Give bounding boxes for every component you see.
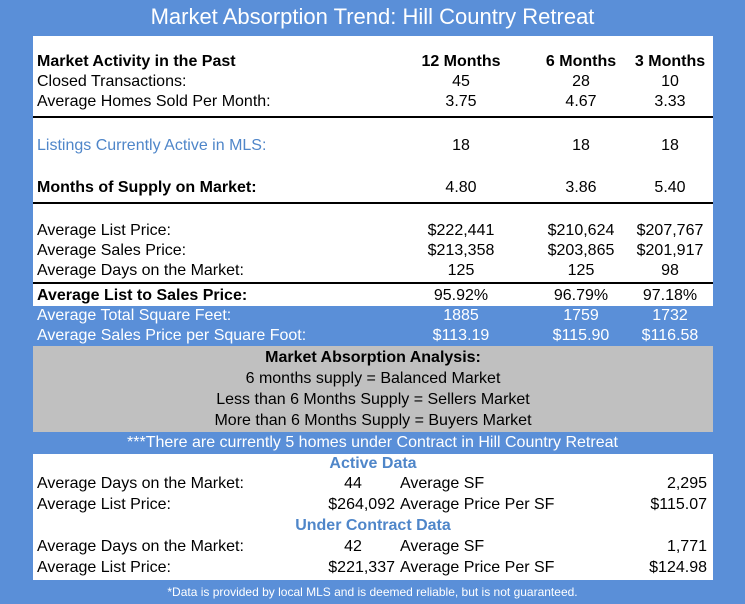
active-data-title: Active Data — [329, 455, 417, 472]
active-contract-panel: Active Data Average Days on the Market: … — [33, 454, 713, 580]
sqft-12: 1885 — [443, 307, 479, 324]
active-dom-label: Average Days on the Market: — [37, 475, 244, 492]
closed-12: 45 — [452, 73, 470, 90]
listings-3: 18 — [661, 137, 679, 154]
under-contract-title: Under Contract Data — [295, 517, 451, 534]
header-label: Market Activity in the Past — [37, 53, 236, 70]
active-row-2: Average List Price: $264,092 Average Pri… — [33, 495, 713, 515]
supply-label: Months of Supply on Market: — [37, 179, 257, 196]
analysis-title: Market Absorption Analysis: — [265, 349, 481, 366]
avg-sold-12: 3.75 — [445, 93, 477, 110]
contract-list-value: $221,337 — [328, 559, 395, 576]
market-activity-panel: Market Activity in the Past 12 Months 6 … — [33, 36, 713, 286]
sales-price-6: $203,865 — [547, 242, 615, 259]
analysis-line-3: More than 6 Months Supply = Buyers Marke… — [214, 412, 532, 429]
analysis-line-1: 6 months supply = Balanced Market — [245, 370, 501, 387]
list-to-sales-label: Average List to Sales Price: — [37, 287, 248, 304]
active-list-value: $264,092 — [328, 496, 395, 513]
active-ppsf-label: Average Price Per SF — [400, 496, 555, 513]
sales-price-3: $201,917 — [636, 242, 704, 259]
list-price-label: Average List Price: — [37, 222, 171, 239]
price-sqft-6: $115.90 — [552, 327, 610, 344]
price-sqft-label: Average Sales Price per Square Foot: — [37, 327, 307, 344]
absorption-analysis-box: Market Absorption Analysis: 6 months sup… — [33, 346, 713, 432]
sqft-6: 1759 — [563, 307, 599, 324]
avg-sqft-row: Average Total Square Feet: 1885 1759 173… — [33, 306, 713, 326]
active-sf-value: 2,295 — [666, 475, 707, 492]
supply-12: 4.80 — [445, 179, 477, 196]
disclaimer-footer: *Data is provided by local MLS and is de… — [167, 585, 578, 599]
contract-sf-value: 1,771 — [666, 538, 707, 555]
avg-sales-price-row: Average Sales Price: $213,358 $203,865 $… — [33, 241, 713, 261]
list-to-sales-3: 97.18% — [642, 287, 698, 304]
contract-ppsf-label: Average Price Per SF — [400, 559, 555, 576]
list-price-12: $222,441 — [427, 222, 495, 239]
active-dom-value: 44 — [344, 475, 362, 492]
divider — [33, 116, 713, 118]
closed-6: 28 — [572, 73, 590, 90]
contract-row-2: Average List Price: $221,337 Average Pri… — [33, 558, 713, 578]
sales-price-12: $213,358 — [427, 242, 495, 259]
report-title: Market Absorption Trend: Hill Country Re… — [150, 4, 595, 29]
sqft-3: 1732 — [652, 307, 688, 324]
dom-label: Average Days on the Market: — [37, 262, 244, 279]
avg-homes-sold-row: Average Homes Sold Per Month: 3.75 4.67 … — [33, 92, 713, 112]
list-to-sales-12: 95.92% — [433, 287, 489, 304]
avg-list-price-row: Average List Price: $222,441 $210,624 $2… — [33, 221, 713, 241]
contract-dom-value: 42 — [344, 538, 362, 555]
closed-transactions-row: Closed Transactions: 45 28 10 — [33, 72, 713, 92]
list-to-sales-panel: Average List to Sales Price: 95.92% 96.7… — [33, 286, 713, 306]
active-row-1: Average Days on the Market: 44 Average S… — [33, 474, 713, 494]
active-list-label: Average List Price: — [37, 496, 171, 513]
divider — [33, 282, 713, 284]
supply-3: 5.40 — [654, 179, 686, 196]
list-price-3: $207,767 — [636, 222, 704, 239]
dom-6: 125 — [567, 262, 595, 279]
price-sqft-12: $113.19 — [432, 327, 490, 344]
list-to-sales-row: Average List to Sales Price: 95.92% 96.7… — [33, 286, 713, 306]
contract-note: ***There are currently 5 homes under Con… — [127, 434, 618, 451]
list-price-6: $210,624 — [547, 222, 615, 239]
avg-sold-3: 3.33 — [654, 93, 686, 110]
contract-ppsf-value: $124.98 — [649, 559, 707, 576]
header-row: Market Activity in the Past 12 Months 6 … — [33, 52, 713, 72]
dom-12: 125 — [447, 262, 475, 279]
list-to-sales-6: 96.79% — [553, 287, 609, 304]
closed-3: 10 — [661, 73, 679, 90]
closed-label: Closed Transactions: — [37, 73, 187, 90]
analysis-line-2: Less than 6 Months Supply = Sellers Mark… — [216, 391, 530, 408]
sqft-label: Average Total Square Feet: — [37, 307, 232, 324]
divider — [33, 202, 713, 204]
active-ppsf-value: $115.07 — [650, 496, 707, 513]
contract-list-label: Average List Price: — [37, 559, 171, 576]
listings-label: Listings Currently Active in MLS: — [37, 137, 267, 154]
price-sqft-3: $116.58 — [641, 327, 699, 344]
dom-3: 98 — [661, 262, 679, 279]
header-3-months: 3 Months — [634, 53, 706, 70]
listings-12: 18 — [452, 137, 470, 154]
contract-sf-label: Average SF — [400, 538, 485, 555]
months-supply-row: Months of Supply on Market: 4.80 3.86 5.… — [33, 178, 713, 198]
header-6-months: 6 Months — [545, 53, 617, 70]
avg-days-market-row: Average Days on the Market: 125 125 98 — [33, 261, 713, 281]
active-sf-label: Average SF — [400, 475, 485, 492]
supply-6: 3.86 — [565, 179, 597, 196]
contract-dom-label: Average Days on the Market: — [37, 538, 244, 555]
sqft-panel: Average Total Square Feet: 1885 1759 173… — [33, 306, 713, 346]
listings-active-row: Listings Currently Active in MLS: 18 18 … — [33, 136, 713, 156]
contract-row-1: Average Days on the Market: 42 Average S… — [33, 537, 713, 557]
listings-6: 18 — [572, 137, 590, 154]
price-per-sqft-row: Average Sales Price per Square Foot: $11… — [33, 326, 713, 346]
sales-price-label: Average Sales Price: — [37, 242, 187, 259]
avg-sold-6: 4.67 — [565, 93, 597, 110]
header-12-months: 12 Months — [421, 53, 501, 70]
avg-sold-label: Average Homes Sold Per Month: — [37, 93, 271, 110]
